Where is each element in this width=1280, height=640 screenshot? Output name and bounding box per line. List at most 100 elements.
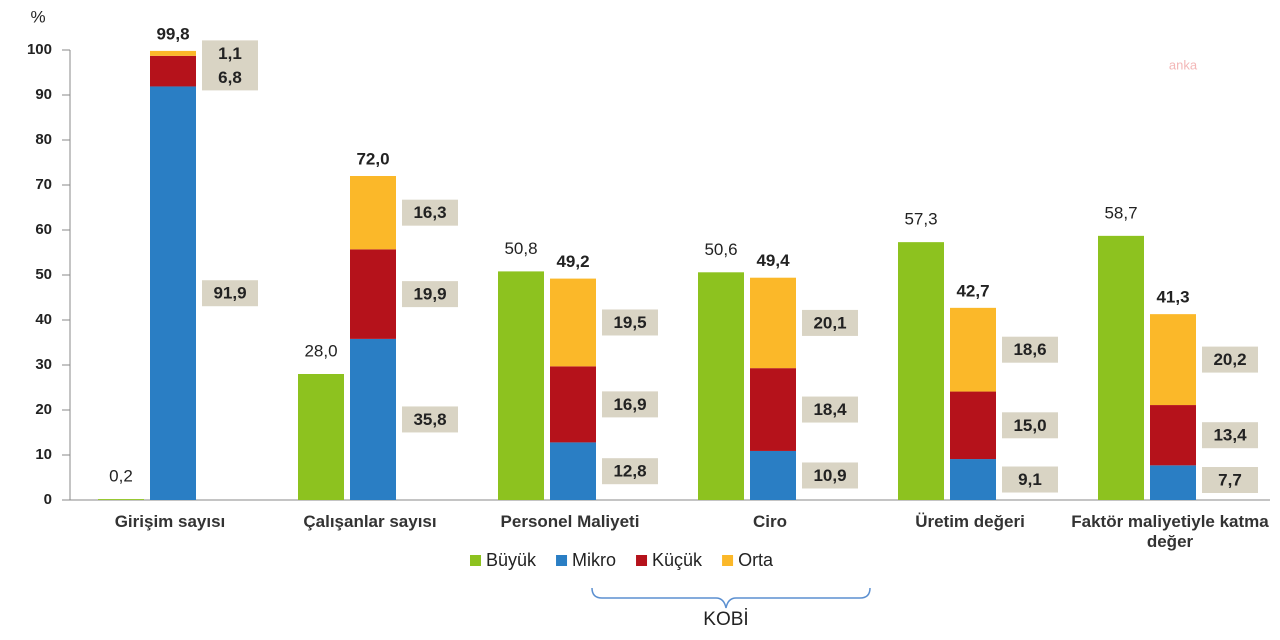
bar-segment (350, 176, 396, 250)
value-label-box (202, 64, 258, 91)
bar-segment (1150, 465, 1196, 500)
x-tick-label: Personel Maliyeti (500, 512, 640, 531)
bar-segment (550, 366, 596, 443)
value-label: 9,1 (1018, 470, 1042, 489)
value-label-box (1002, 336, 1058, 363)
value-label: 13,4 (1213, 426, 1247, 445)
value-label-box (602, 309, 658, 336)
total-label: 41,3 (1156, 288, 1189, 307)
bar-segment (150, 86, 196, 500)
value-label-box (1202, 346, 1258, 373)
bar-segment (150, 50, 196, 56)
value-label: 28,0 (304, 341, 337, 360)
y-tick-label: 50 (35, 266, 52, 283)
x-tick-label: Ciro (753, 512, 787, 531)
legend-label: Küçük (652, 550, 703, 570)
bar-segment (750, 368, 796, 451)
y-tick-label: 30 (35, 356, 52, 373)
value-label: 18,4 (813, 400, 847, 419)
bar-segment (950, 459, 996, 500)
value-label: 50,6 (704, 240, 737, 259)
value-label: 6,8 (218, 68, 242, 87)
x-tick-label: Çalışanlar sayısı (303, 512, 437, 531)
bar-segment (150, 55, 196, 87)
x-tick-label-box: Faktör maliyetiyle katma değer (1071, 512, 1269, 551)
total-label: 72,0 (356, 149, 389, 168)
x-tick-label-box: Üretim değeri (915, 512, 1025, 531)
value-label: 19,9 (413, 285, 446, 304)
y-tick-label: 70 (35, 176, 52, 193)
value-label-box (1202, 467, 1258, 493)
bar (1098, 235, 1144, 500)
bar-segment (750, 450, 796, 500)
legend-swatch (556, 555, 568, 566)
x-tick-label-box: Personel Maliyeti (500, 512, 640, 531)
y-tick-label: 90 (35, 86, 52, 103)
x-tick-label-box: Girişim sayısı (114, 512, 226, 531)
value-label: 19,5 (613, 313, 646, 332)
value-label-box (402, 406, 458, 433)
value-label-box (202, 280, 258, 307)
value-label: 16,9 (613, 395, 646, 414)
bar-segment (550, 278, 596, 367)
value-label-box (602, 391, 658, 418)
total-label: 42,7 (956, 281, 989, 300)
value-label: 57,3 (904, 210, 937, 229)
legend-label: Orta (738, 550, 774, 570)
legend-label: Büyük (486, 550, 537, 570)
y-axis-label: % (30, 7, 45, 26)
bar (298, 374, 344, 500)
value-label: 16,3 (413, 203, 446, 222)
value-label-box (802, 309, 858, 336)
y-tick-label: 40 (35, 311, 52, 328)
y-tick-label: 10 (35, 446, 52, 463)
bar-segment (350, 249, 396, 339)
total-label: 49,2 (556, 252, 589, 271)
bar (498, 271, 544, 500)
kobi-bracket (591, 587, 871, 609)
value-label: 18,6 (1013, 340, 1046, 359)
value-label-box (1202, 422, 1258, 449)
value-label-box (802, 462, 858, 489)
x-tick-label-box: Çalışanlar sayısı (303, 512, 437, 531)
x-tick-label: Girişim sayısı (114, 512, 226, 531)
value-label-box (402, 199, 458, 226)
bar-segment (350, 338, 396, 500)
value-label: 20,2 (1213, 350, 1246, 369)
x-tick-label: Üretim değeri (915, 512, 1025, 531)
legend-swatch (636, 555, 648, 566)
bar-segment (1150, 405, 1196, 466)
value-label: 58,7 (1104, 203, 1137, 222)
value-label-box (402, 281, 458, 308)
bar (898, 242, 944, 500)
bar-segment (950, 391, 996, 460)
value-label-box (602, 458, 658, 485)
x-tick-label: Faktör maliyetiyle katma değer (1071, 512, 1269, 551)
bar (98, 499, 144, 500)
y-tick-label: 60 (35, 221, 52, 238)
total-label: 49,4 (756, 251, 790, 270)
total-label: 99,8 (156, 24, 189, 43)
bar-segment (750, 277, 796, 369)
bar (698, 272, 744, 500)
value-label: 15,0 (1013, 416, 1046, 435)
x-tick-label-box: Ciro (753, 512, 787, 531)
value-label: 7,7 (1218, 470, 1242, 489)
value-label-box (1002, 412, 1058, 439)
legend-swatch (470, 555, 481, 566)
value-label-box (802, 396, 858, 423)
value-label: 0,2 (109, 467, 133, 486)
group-label: KOBİ (703, 609, 748, 630)
bar-segment (950, 307, 996, 392)
value-label: 1,1 (218, 44, 242, 63)
legend-label: Mikro (572, 550, 616, 570)
value-label: 35,8 (413, 410, 446, 429)
value-label-box (202, 40, 258, 67)
y-tick-label: 0 (44, 491, 52, 508)
value-label: 20,1 (813, 313, 846, 332)
bar-segment (550, 442, 596, 500)
value-label: 10,9 (813, 466, 846, 485)
y-tick-label: 80 (35, 131, 52, 148)
legend-swatch (722, 555, 734, 566)
